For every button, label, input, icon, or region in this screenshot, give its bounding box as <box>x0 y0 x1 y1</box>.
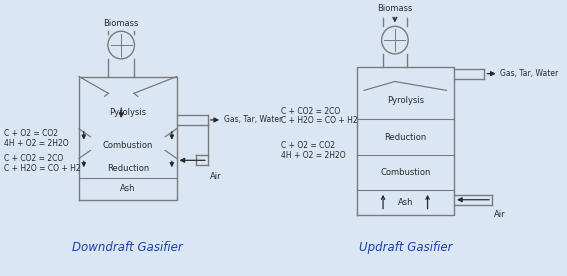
Text: Reduction: Reduction <box>107 164 149 173</box>
Text: Downdraft Gasifier: Downdraft Gasifier <box>73 240 183 254</box>
Text: Gas, Tar, Water: Gas, Tar, Water <box>501 69 558 78</box>
Text: Reduction: Reduction <box>384 133 426 142</box>
Text: C + CO2 = 2CO: C + CO2 = 2CO <box>281 107 340 116</box>
Text: Combustion: Combustion <box>380 168 430 177</box>
Text: C + O2 = CO2: C + O2 = CO2 <box>4 129 58 138</box>
Text: C + H2O = CO + H2: C + H2O = CO + H2 <box>4 164 81 173</box>
Text: Gas, Tar, Water: Gas, Tar, Water <box>224 115 282 124</box>
Text: Pyrolysis: Pyrolysis <box>109 108 146 117</box>
Text: Air: Air <box>494 209 505 219</box>
Text: C + CO2 = 2CO: C + CO2 = 2CO <box>4 154 64 163</box>
Text: Updraft Gasifier: Updraft Gasifier <box>358 240 452 254</box>
Text: C + O2 = CO2: C + O2 = CO2 <box>281 141 335 150</box>
Text: Pyrolysis: Pyrolysis <box>387 96 424 105</box>
Text: Air: Air <box>210 172 221 181</box>
Text: 4H + O2 = 2H2O: 4H + O2 = 2H2O <box>4 139 69 148</box>
Text: Ash: Ash <box>397 198 413 207</box>
Text: Ash: Ash <box>120 184 136 193</box>
Text: Biomass: Biomass <box>104 19 139 28</box>
Text: Biomass: Biomass <box>377 4 413 12</box>
Text: C + H2O = CO + H2: C + H2O = CO + H2 <box>281 116 357 125</box>
Text: Combustion: Combustion <box>103 141 153 150</box>
Text: 4H + O2 = 2H2O: 4H + O2 = 2H2O <box>281 151 345 160</box>
